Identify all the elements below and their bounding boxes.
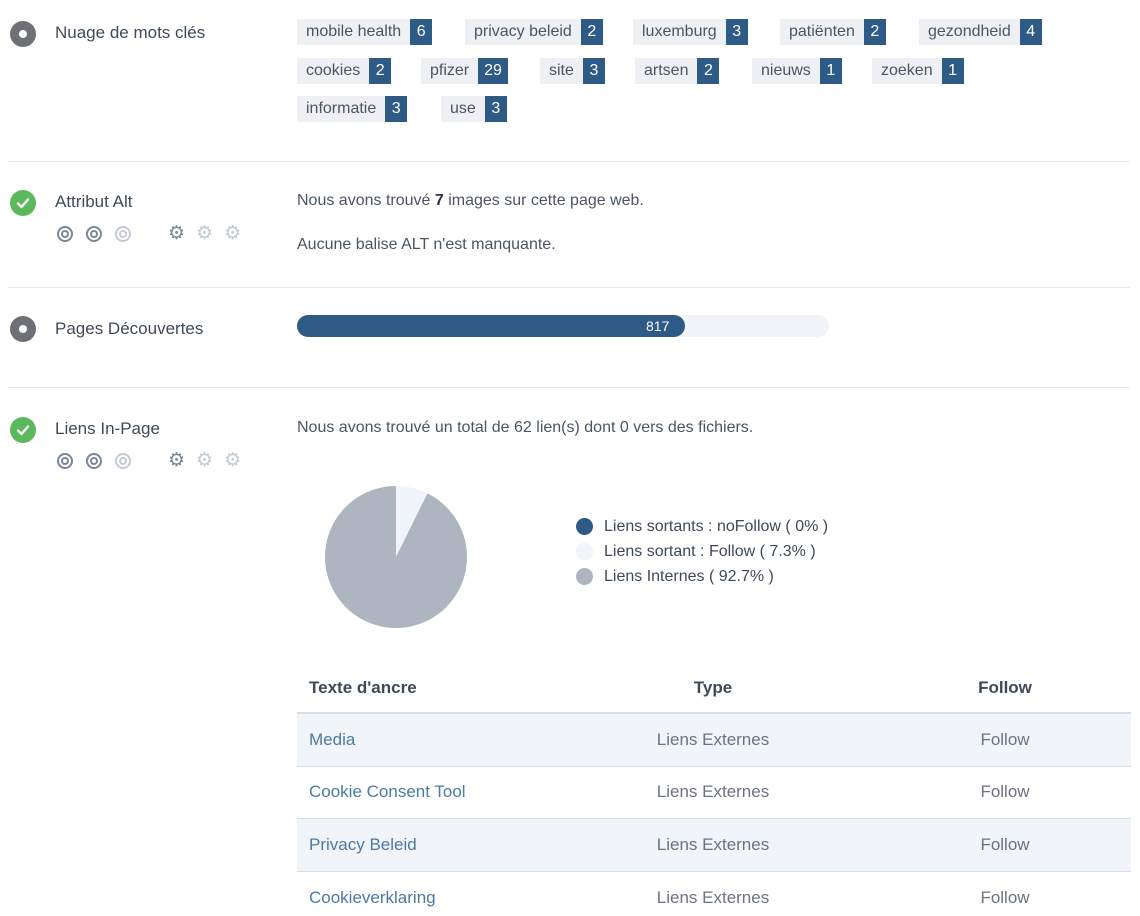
links-summary-text: Nous avons trouvé un total de 62 lien(s)…	[297, 419, 754, 436]
section-divider	[8, 161, 1130, 162]
check-icon	[10, 417, 36, 443]
pie-slice-2	[325, 486, 467, 628]
link-follow: Follow	[980, 834, 1030, 854]
links-table: Texte d'ancre Type Follow Media Liens Ex…	[297, 664, 1131, 916]
keyword-tag: gezondheid 4	[919, 19, 1042, 45]
legend-item: Liens Internes ( 92.7% )	[576, 564, 828, 589]
keyword-tag: informatie 3	[297, 96, 408, 122]
legend-item: Liens sortant : Follow ( 7.3% )	[576, 539, 828, 564]
target-icon	[115, 453, 131, 469]
anchor-link[interactable]: Cookie Consent Tool	[309, 782, 466, 802]
legend-dot	[576, 568, 593, 585]
table-row: Privacy Beleid Liens Externes Follow	[297, 819, 1131, 872]
target-icon	[115, 226, 131, 242]
legend-dot	[576, 518, 593, 535]
link-follow: Follow	[980, 782, 1030, 802]
keyword-tag: patiënten 2	[780, 19, 886, 45]
link-type: Liens Externes	[656, 887, 770, 907]
target-icon	[57, 453, 73, 469]
keyword-cloud-label: Nuage de mots clés	[55, 23, 206, 42]
gear-icon: ⚙	[224, 450, 242, 471]
eye-icon	[10, 21, 36, 47]
pages-progress-fill: 817	[297, 315, 686, 337]
links-pie-chart	[325, 486, 467, 628]
anchor-link[interactable]: Media	[309, 729, 356, 749]
link-type: Liens Externes	[656, 782, 770, 802]
keyword-tag: cookies 2	[297, 58, 392, 84]
keyword-tag: pfizer 29	[421, 58, 508, 84]
keyword-tag: mobile health 6	[297, 19, 433, 45]
link-type: Liens Externes	[656, 834, 770, 854]
eye-icon	[10, 316, 36, 342]
table-row: Cookieverklaring Liens Externes Follow	[297, 872, 1131, 916]
keyword-tag: zoeken 1	[872, 58, 964, 84]
alt-missing-text: Aucune balise ALT n'est manquante.	[297, 236, 556, 253]
rating-icons: ⚙ ⚙ ⚙	[57, 450, 252, 471]
pages-progress-bar: 817	[297, 315, 829, 337]
target-icon	[86, 226, 102, 242]
column-header: Texte d'ancre	[309, 678, 417, 697]
anchor-link[interactable]: Cookieverklaring	[309, 887, 436, 907]
rating-icons: ⚙ ⚙ ⚙	[57, 223, 252, 244]
pages-discovered-label: Pages Découvertes	[55, 319, 204, 338]
pie-slice-1	[396, 486, 428, 557]
in-page-links-label: Liens In-Page	[55, 419, 160, 438]
keyword-tag: use 3	[441, 96, 507, 122]
gear-icon: ⚙	[196, 450, 214, 471]
alt-attribute-label: Attribut Alt	[55, 192, 133, 211]
check-icon	[10, 190, 36, 216]
link-follow: Follow	[980, 887, 1030, 907]
gear-icon: ⚙	[168, 223, 186, 244]
keyword-tag: privacy beleid 2	[465, 19, 603, 45]
section-divider	[8, 287, 1130, 288]
column-header: Type	[693, 678, 733, 697]
link-follow: Follow	[980, 729, 1030, 749]
gear-icon: ⚙	[224, 223, 242, 244]
alt-images-found-text: Nous avons trouvé 7 images sur cette pag…	[297, 192, 644, 209]
target-icon	[86, 453, 102, 469]
column-header: Follow	[978, 678, 1032, 697]
legend-item: Liens sortants : noFollow ( 0% )	[576, 514, 828, 539]
link-type: Liens Externes	[656, 729, 770, 749]
table-row: Media Liens Externes Follow	[297, 714, 1131, 767]
section-divider	[8, 387, 1130, 388]
anchor-link[interactable]: Privacy Beleid	[309, 834, 417, 854]
keyword-tag: nieuws 1	[752, 58, 842, 84]
target-icon	[57, 226, 73, 242]
table-header: Texte d'ancre Type Follow	[297, 664, 1131, 714]
pie-legend: Liens sortants : noFollow ( 0% ) Liens s…	[576, 514, 828, 589]
table-row: Cookie Consent Tool Liens Externes Follo…	[297, 767, 1131, 819]
gear-icon: ⚙	[168, 450, 186, 471]
legend-dot	[576, 543, 593, 560]
gear-icon: ⚙	[196, 223, 214, 244]
keyword-tag: artsen 2	[635, 58, 720, 84]
keyword-tag: luxemburg 3	[633, 19, 748, 45]
keyword-tag: site 3	[540, 58, 605, 84]
